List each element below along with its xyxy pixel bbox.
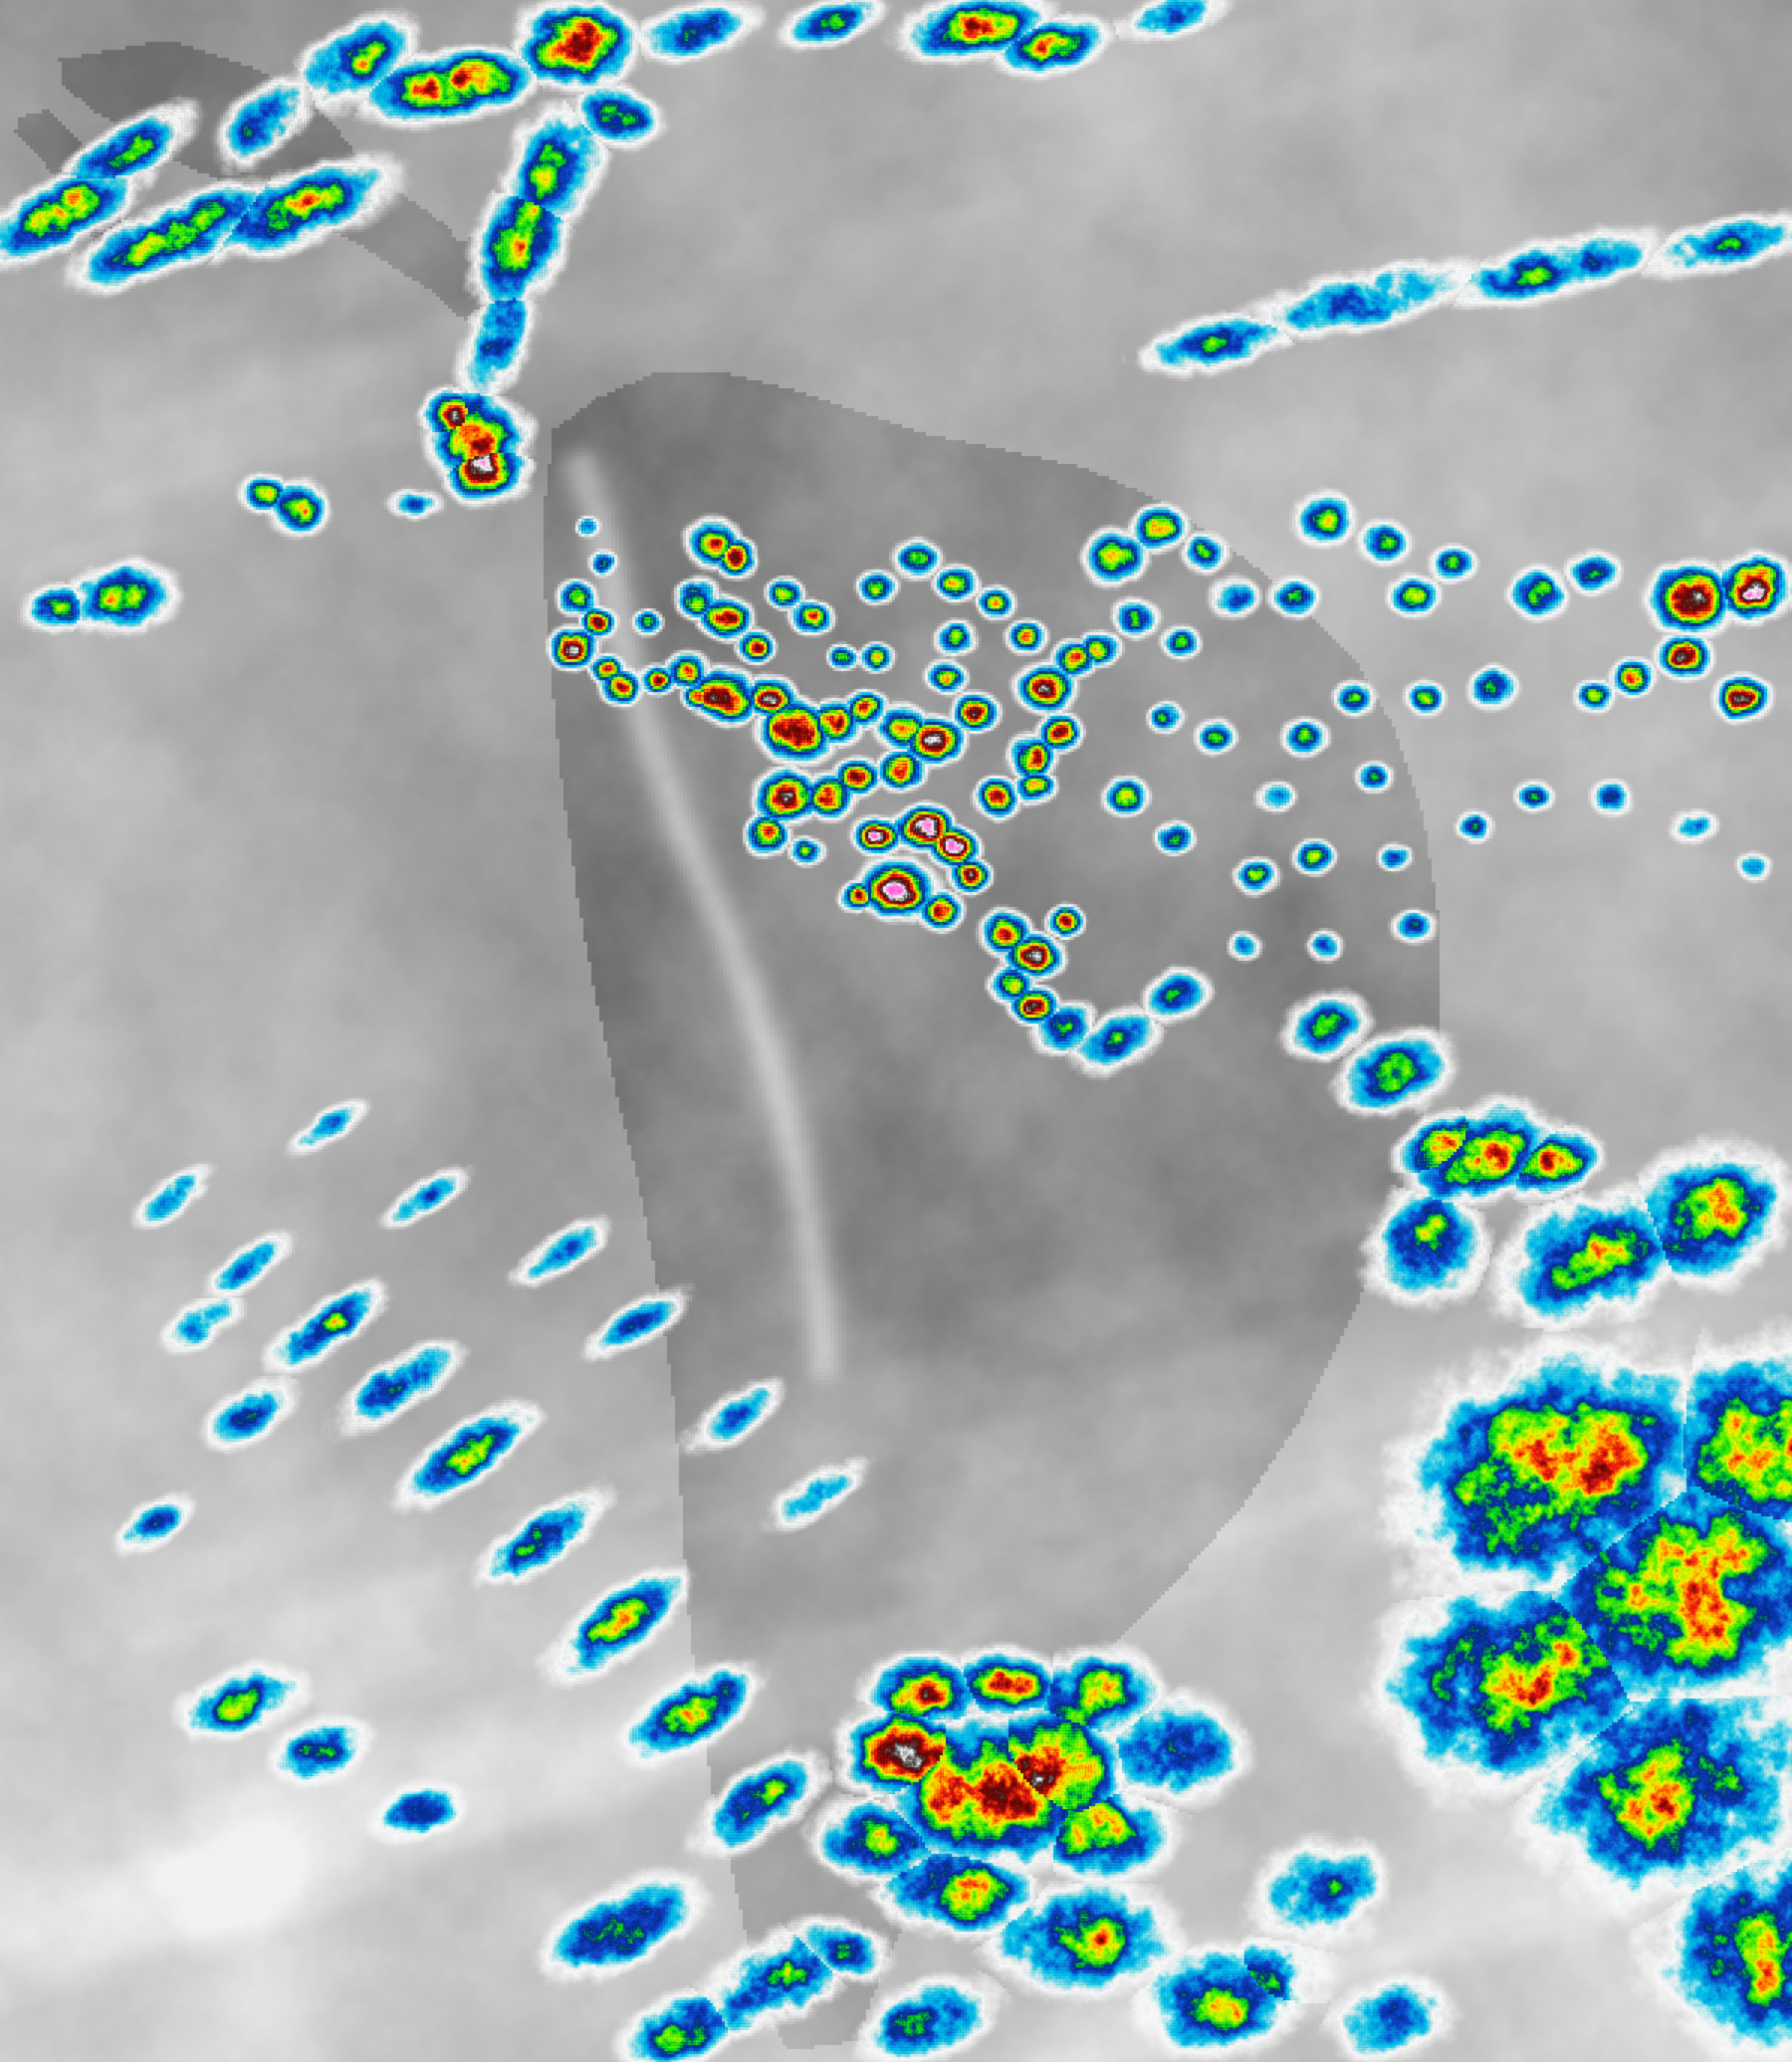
satellite-infrared-image bbox=[0, 0, 1792, 2062]
satellite-image-viewport: Enhanced Infrared Satellite Imagery Cent… bbox=[0, 0, 1792, 2062]
